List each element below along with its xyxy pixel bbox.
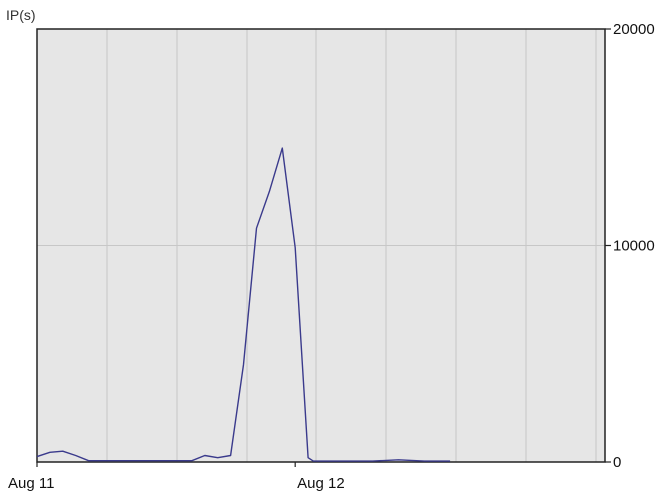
y-axis-ticks: 0 10000 20000 [605,21,655,471]
y-tick-label: 10000 [613,238,655,255]
x-axis-ticks: Aug 11 Aug 12 [8,462,345,492]
gridlines [37,29,605,462]
x-tick-label: Aug 11 [8,475,54,492]
series-line [36,147,451,462]
x-tick-label: Aug 12 [297,475,345,492]
y-axis-label: IP(s) [6,7,36,23]
y-tick-label: 20000 [613,21,655,38]
y-tick-label: 0 [613,454,621,471]
series-layer [36,147,451,462]
